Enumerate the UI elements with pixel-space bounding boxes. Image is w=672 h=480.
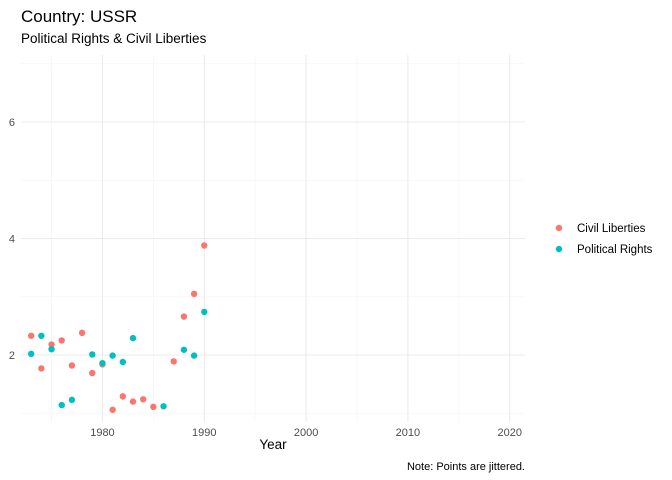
y-tick-label: 2 (9, 350, 15, 362)
civil-liberties-point (170, 358, 177, 365)
political-rights-point (89, 351, 96, 358)
data-points (27, 242, 208, 413)
civil-liberties-point (150, 403, 157, 411)
chart-title: Country: USSR (21, 7, 137, 26)
political-rights-point (109, 352, 116, 359)
civil-liberties-point (89, 369, 96, 377)
legend-key-civil-liberties (555, 224, 563, 232)
civil-liberties-point (129, 398, 137, 405)
political-rights-point (58, 401, 65, 409)
legend-label-civil-liberties: Civil Liberties (577, 223, 646, 235)
civil-liberties-point (180, 313, 188, 320)
civil-liberties-point (58, 337, 65, 344)
political-rights-point (99, 359, 106, 367)
x-tick-label: 2000 (294, 427, 318, 439)
grid-lines (21, 55, 525, 422)
chart-caption: Note: Points are jittered. (407, 461, 525, 473)
political-rights-point (180, 346, 188, 353)
civil-liberties-point (38, 365, 45, 372)
civil-liberties-point (201, 242, 208, 249)
y-tick-label: 4 (9, 234, 15, 246)
political-rights-point (201, 308, 208, 316)
x-tick-label: 1990 (192, 427, 216, 439)
civil-liberties-point (78, 329, 86, 337)
civil-liberties-point (48, 341, 55, 348)
legend-key-political-rights (555, 245, 563, 253)
political-rights-point (38, 332, 45, 339)
civil-liberties-point (139, 396, 147, 403)
civil-liberties-point (68, 362, 76, 369)
civil-liberties-point (109, 406, 116, 413)
legend-label-political-rights: Political Rights (577, 244, 653, 256)
legend: Civil Liberties Political Rights (555, 223, 653, 256)
political-rights-point (190, 352, 198, 359)
political-rights-point (48, 345, 55, 353)
political-rights-point (119, 358, 127, 366)
civil-liberties-point (27, 332, 35, 339)
political-rights-point (27, 350, 35, 358)
x-tick-label: 2020 (497, 427, 521, 439)
y-tick-label: 6 (9, 117, 15, 129)
civil-liberties-point (190, 290, 198, 298)
political-rights-point (129, 334, 137, 342)
x-tick-label: 2010 (396, 427, 420, 439)
tick-labels: 1980 1990 2000 2010 2020 2 4 6 (9, 117, 522, 439)
political-rights-point (68, 396, 76, 404)
political-rights-point (160, 403, 167, 410)
chart-subtitle: Political Rights & Civil Liberties (21, 31, 207, 46)
civil-liberties-point (119, 393, 127, 400)
x-axis-title: Year (259, 437, 287, 452)
x-tick-label: 1980 (90, 427, 114, 439)
